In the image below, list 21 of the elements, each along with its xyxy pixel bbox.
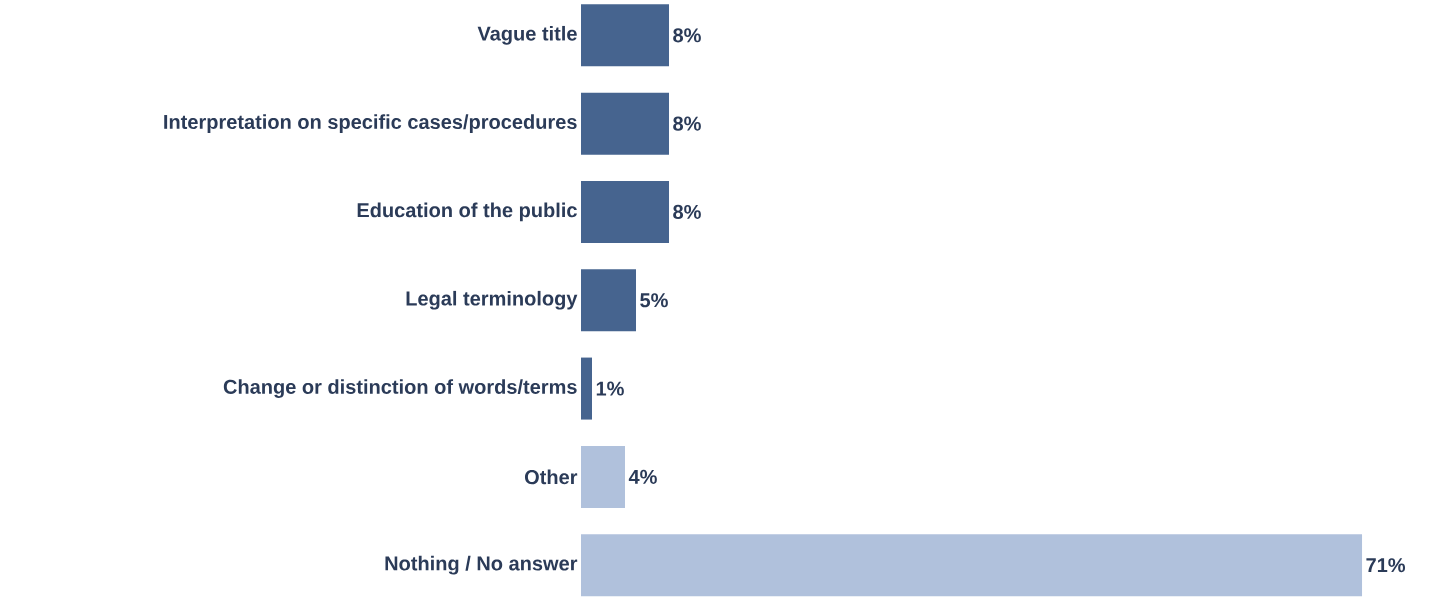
data-label: 8% (673, 204, 701, 220)
data-label: 8% (673, 116, 701, 131)
bar (581, 92, 669, 155)
bar (581, 4, 669, 67)
data-label: 4% (628, 469, 657, 484)
y-tick-label: Interpretation on specific cases/procedures (164, 114, 577, 133)
bar (581, 534, 1363, 597)
data-label: 71% (1366, 558, 1406, 573)
y-tick-label: Change or distinction of words/terms (223, 379, 577, 398)
y-tick-label: Vague title (477, 25, 577, 45)
y-tick-label: Legal terminology (406, 290, 578, 310)
bar (581, 445, 625, 508)
bar (581, 269, 636, 332)
bar (581, 180, 669, 243)
data-label: 1% (596, 381, 624, 396)
data-label: 8% (673, 28, 701, 43)
data-label: 5% (640, 293, 668, 308)
y-tick-label: Education of the public (357, 202, 577, 222)
y-tick-label: Nothing / No answer (385, 555, 578, 575)
bar (581, 357, 592, 420)
y-tick-label: Other (524, 469, 578, 485)
